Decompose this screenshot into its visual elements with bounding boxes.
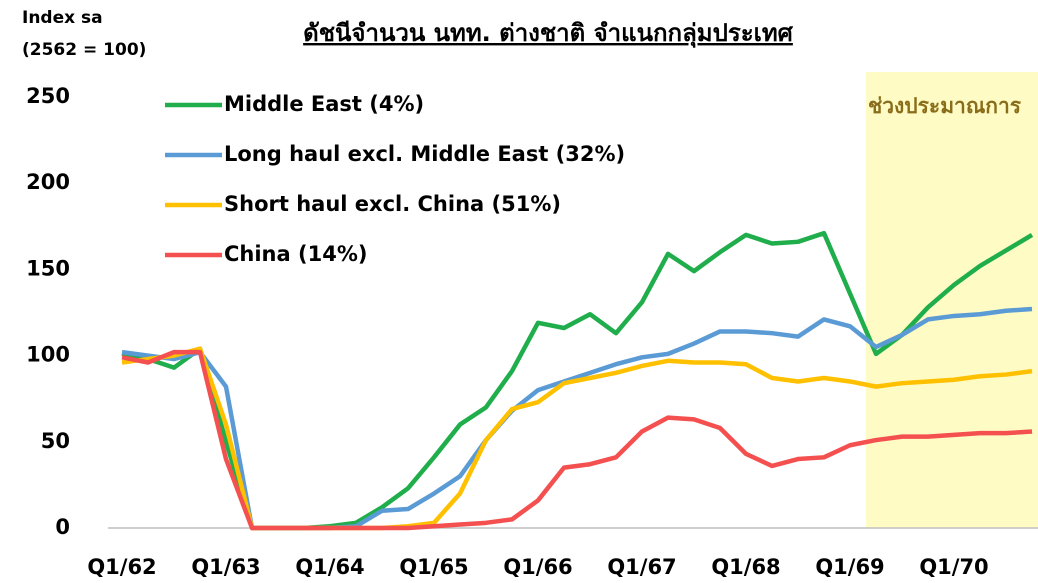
y-tick-label: 50	[41, 429, 70, 453]
y-tick-label: 150	[26, 256, 70, 280]
x-tick-label: Q1/63	[191, 555, 260, 579]
x-tick-label: Q1/70	[919, 555, 988, 579]
y-tick-label: 250	[26, 84, 70, 108]
y-axis-label: (2562 = 100)	[22, 40, 146, 60]
legend-label: China (14%)	[224, 242, 367, 266]
x-tick-label: Q1/62	[87, 555, 156, 579]
x-tick-label: Q1/65	[399, 555, 468, 579]
y-tick-label: 200	[26, 170, 70, 194]
legend-label: Short haul excl. China (51%)	[224, 192, 561, 216]
x-tick-label: Q1/69	[815, 555, 884, 579]
legend-label: Long haul excl. Middle East (32%)	[224, 142, 625, 166]
annotation: ช่วงประมาณการ	[868, 94, 1022, 118]
legend-label: Middle East (4%)	[224, 92, 424, 116]
y-axis-label: Index sa	[22, 8, 103, 28]
x-tick-label: Q1/64	[295, 555, 364, 579]
forecast-shade	[866, 72, 1038, 528]
y-tick-label: 100	[26, 343, 70, 367]
x-tick-label: Q1/68	[711, 555, 780, 579]
series-line	[121, 349, 1033, 531]
y-tick-label: 0	[55, 515, 70, 539]
x-tick-label: Q1/67	[607, 555, 676, 579]
x-tick-label: Q1/66	[503, 555, 572, 579]
chart-title: ดัชนีจำนวน นทท. ต่างชาติ จำแนกกลุ่มประเท…	[303, 19, 794, 49]
